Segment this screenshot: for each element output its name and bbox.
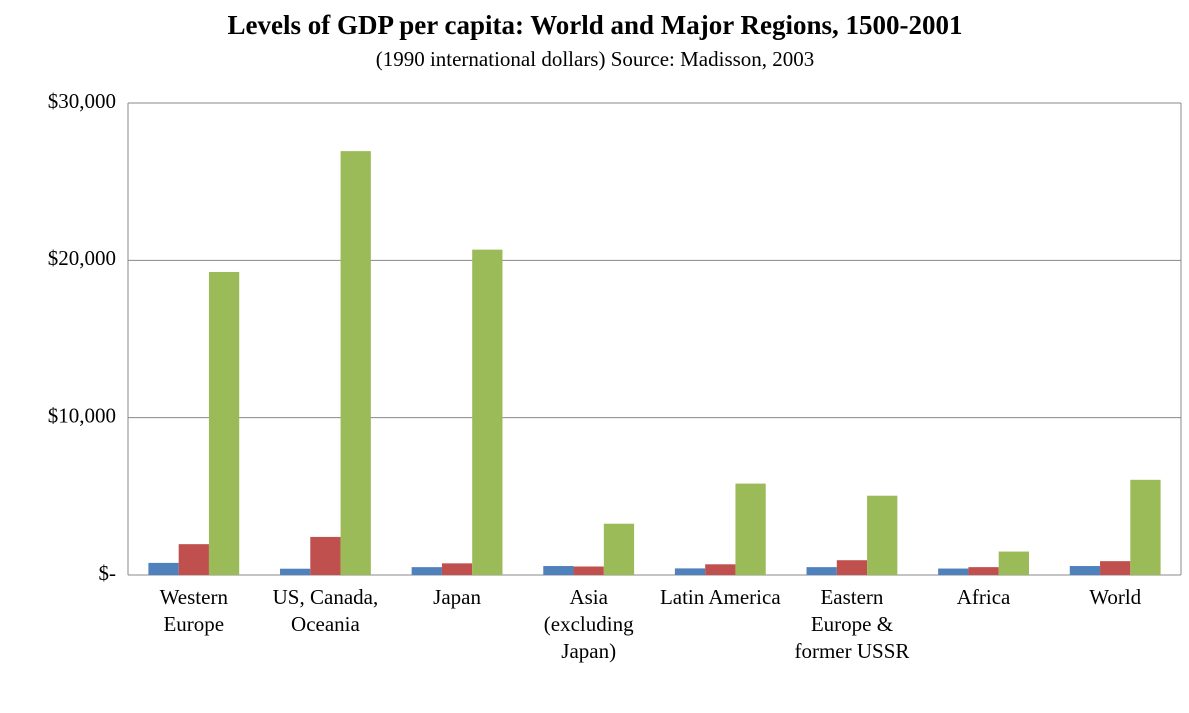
y-tick-label: $20,000 [48, 246, 116, 270]
chart-title: Levels of GDP per capita: World and Majo… [228, 10, 963, 40]
chart-subtitle: (1990 international dollars) Source: Mad… [376, 47, 815, 71]
bar [1100, 561, 1131, 575]
bar [573, 566, 604, 575]
bar [1130, 479, 1161, 575]
bar [1069, 566, 1101, 575]
x-tick-label: World [1089, 585, 1142, 609]
bar [178, 544, 209, 575]
y-tick-label: $30,000 [48, 89, 116, 113]
bar [705, 564, 736, 575]
x-tick-label: Latin America [659, 585, 781, 609]
bar [310, 536, 341, 575]
bar [208, 271, 240, 575]
x-tick-label: Japan [433, 585, 481, 609]
bar [472, 249, 503, 575]
bar [968, 567, 999, 575]
bar [543, 566, 574, 575]
bar [603, 523, 635, 575]
y-tick-label: $10,000 [48, 403, 116, 427]
bar [938, 568, 969, 575]
bar [998, 551, 1029, 575]
bar [148, 562, 179, 575]
bar [441, 563, 473, 575]
bar [340, 151, 371, 576]
bar [411, 567, 442, 575]
bar [735, 483, 766, 575]
x-tick-label: Asia (excluding Japan) [543, 585, 634, 663]
y-tick-label: $- [99, 561, 117, 585]
bar [867, 495, 898, 575]
x-tick-label: Western Europe [159, 585, 228, 636]
bar [806, 567, 837, 575]
bar [836, 560, 868, 575]
x-tick-label: US, Canada, Oceania [272, 585, 379, 636]
x-tick-label: Eastern Europe & former USSR [794, 585, 910, 663]
bar [280, 568, 311, 575]
bar [674, 568, 706, 575]
x-tick-label: Africa [956, 585, 1011, 609]
